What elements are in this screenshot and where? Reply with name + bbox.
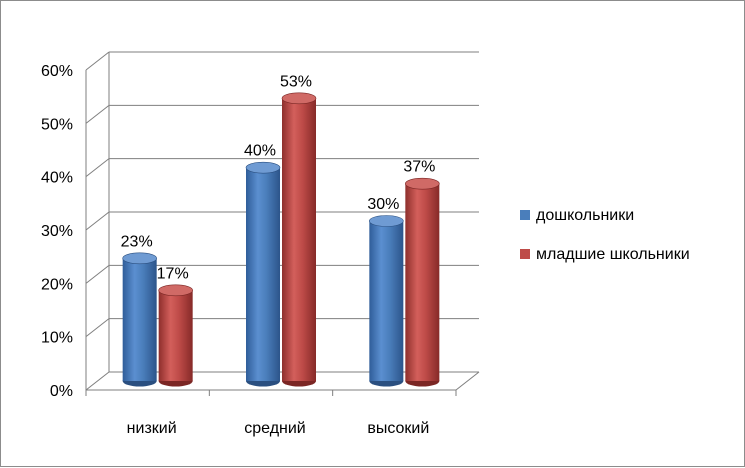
bar-schoolchildren-1 <box>281 92 317 387</box>
bar-top <box>405 177 440 190</box>
x-tick-label: средний <box>244 420 306 437</box>
x-tick-label: низкий <box>127 420 177 437</box>
bar-top <box>245 161 281 174</box>
bar-body <box>122 258 157 381</box>
bar-top <box>122 252 157 265</box>
bar-preschool-0 <box>122 252 157 387</box>
y-tick-label: 10% <box>41 330 73 347</box>
legend-label-preschool: дошкольники <box>536 207 634 224</box>
labels-group: низкий средний высокий 23% 40% 30% 17% 53% 37% <box>121 73 436 437</box>
gridline-side <box>85 318 110 338</box>
bar-schoolchildren-2 <box>405 177 440 387</box>
gridline-side <box>85 51 110 71</box>
bar-top <box>369 215 404 227</box>
bar-schoolchildren-0 <box>158 284 193 387</box>
y-tick-label: 40% <box>41 170 73 187</box>
bars-group <box>122 92 440 387</box>
data-label: 23% <box>121 233 153 250</box>
x-tick-label: высокий <box>367 420 429 437</box>
data-label: 37% <box>403 159 435 176</box>
data-label: 53% <box>280 73 312 90</box>
legend-swatch-schoolchildren <box>520 249 530 259</box>
data-label: 17% <box>157 265 189 282</box>
gridline-side <box>85 158 110 178</box>
legend-swatch-preschool <box>520 210 530 220</box>
bar-preschool-1 <box>245 161 281 387</box>
legend: дошкольники младшие школьники <box>520 207 690 263</box>
gridline-side <box>85 264 110 284</box>
y-tick-label: 60% <box>41 63 73 80</box>
y-tick-label: 0% <box>50 383 73 400</box>
bar-preschool-2 <box>369 215 404 387</box>
y-tick-label: 50% <box>41 116 73 133</box>
gridline-side <box>85 211 110 231</box>
gridline-side <box>85 371 110 391</box>
data-label: 40% <box>244 143 276 160</box>
bar-body <box>246 167 280 381</box>
gridline-side <box>85 104 110 124</box>
bar-body <box>282 98 316 381</box>
bar-top <box>158 284 193 297</box>
floor-right-edge <box>455 371 480 391</box>
data-label: 30% <box>367 196 399 213</box>
legend-label-schoolchildren: младшие школьники <box>536 246 690 263</box>
bar-body <box>158 290 193 381</box>
bar-body <box>405 183 440 381</box>
y-tick-label: 30% <box>41 223 73 240</box>
bar-top <box>281 92 317 105</box>
bar-body <box>369 221 404 381</box>
y-tick-label: 20% <box>41 276 73 293</box>
